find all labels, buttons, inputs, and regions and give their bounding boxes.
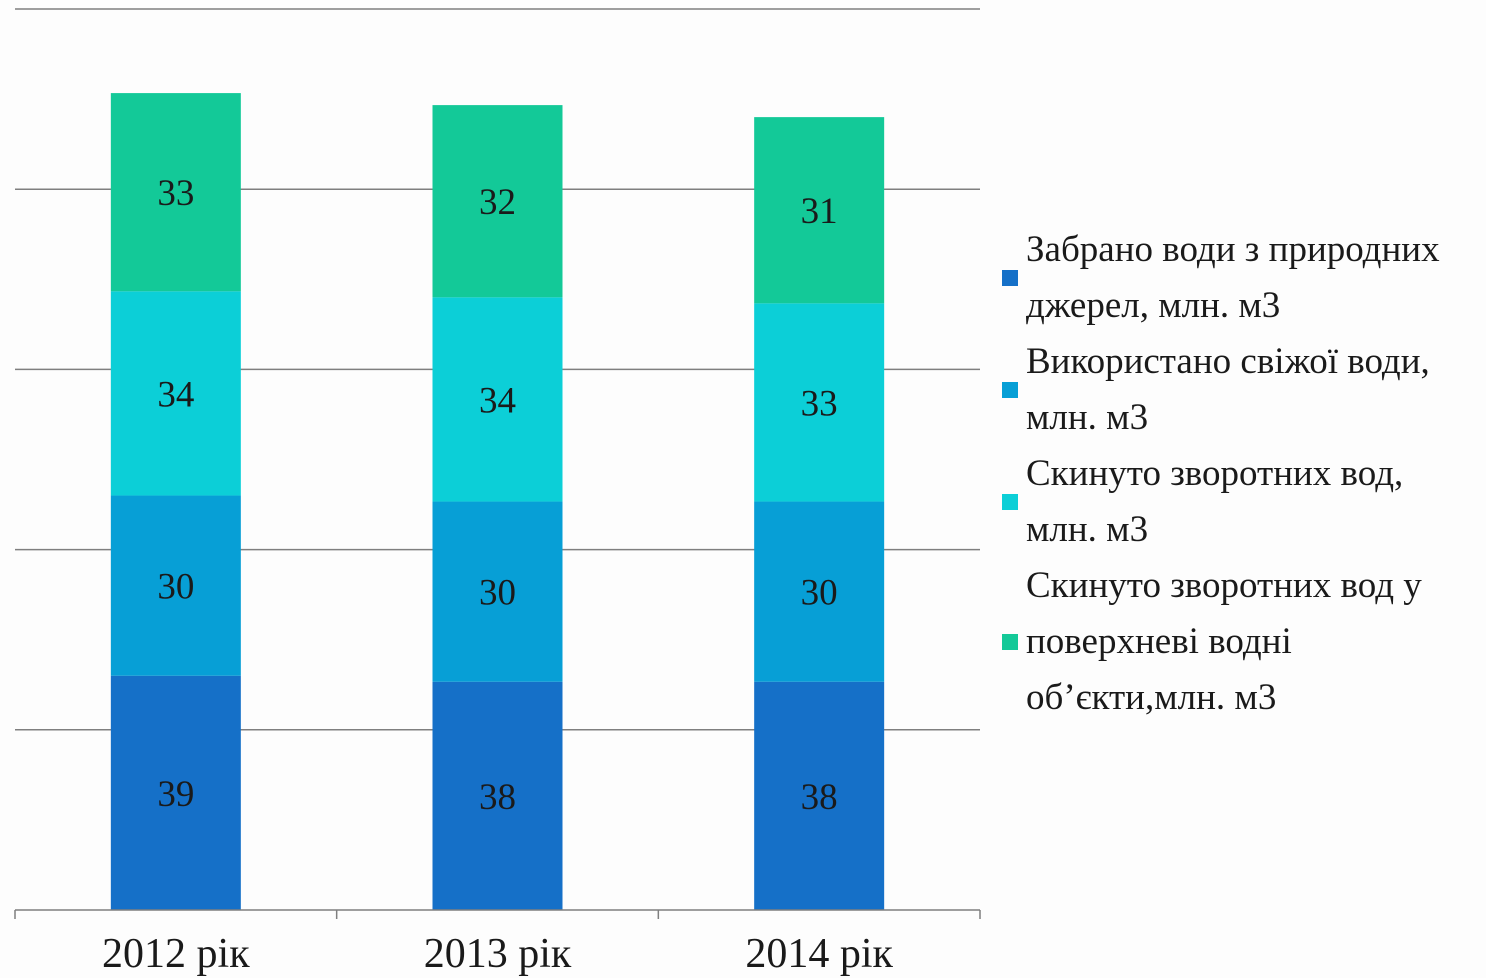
data-label: 33 [157,173,194,214]
data-label: 39 [157,774,194,815]
data-label: 30 [479,573,516,614]
legend-item-1: Використано свіжої води, млн. м3 [1002,334,1482,446]
legend-swatch-0 [1002,270,1018,286]
bar-segment [432,297,563,502]
bar-segment [432,105,563,298]
bars-group [110,93,885,910]
bar-segment [754,303,885,502]
data-label: 38 [801,777,838,818]
legend-item-0: Забрано води з природних джерел, млн. м3 [1002,222,1482,334]
x-tick-label: 2012 рік [102,931,250,977]
bar-segment [754,501,885,682]
legend-label-0: Забрано води з природних джерел, млн. м3 [1026,229,1440,326]
legend-label-1: Використано свіжої води, млн. м3 [1026,341,1430,438]
legend-item-2: Скинуто зворотних вод, млн. м3 [1002,446,1482,558]
data-label: 34 [157,374,194,415]
data-labels-group: 39 30 34 33 38 30 34 32 38 30 33 31 [157,173,837,818]
data-label: 32 [479,182,516,223]
bar-segment [754,681,885,910]
bar-segment [432,681,563,910]
chart-plot: 39 30 34 33 38 30 34 32 38 30 33 31 2012 рік 2013 рік… [14,8,981,977]
legend-item-3: Скинуто зворотних вод у поверхневі водні… [1002,558,1482,726]
legend: Забрано води з природних джерел, млн. м3… [1002,222,1482,726]
bar-segment [110,291,241,496]
bar-segment [754,117,885,304]
data-label: 31 [801,191,838,232]
data-label: 33 [801,383,838,424]
bar-segment [432,501,563,682]
legend-label-3: Скинуто зворотних вод у поверхневі водні… [1026,565,1422,718]
bar-segment [110,675,241,910]
data-label: 30 [157,567,194,608]
data-label: 30 [801,573,838,614]
legend-swatch-3 [1002,634,1018,650]
data-label: 38 [479,777,516,818]
bar-segment [110,93,241,292]
legend-swatch-2 [1002,494,1018,510]
legend-swatch-1 [1002,382,1018,398]
bar-segment [110,495,241,676]
x-tick-label: 2013 рік [424,931,572,977]
x-tick-label: 2014 рік [745,931,893,977]
data-label: 34 [479,380,516,421]
legend-label-2: Скинуто зворотних вод, млн. м3 [1026,453,1404,550]
